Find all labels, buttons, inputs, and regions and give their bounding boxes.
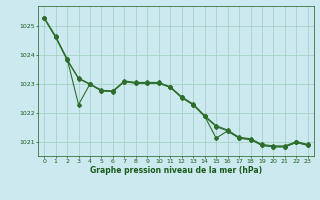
X-axis label: Graphe pression niveau de la mer (hPa): Graphe pression niveau de la mer (hPa) (90, 166, 262, 175)
